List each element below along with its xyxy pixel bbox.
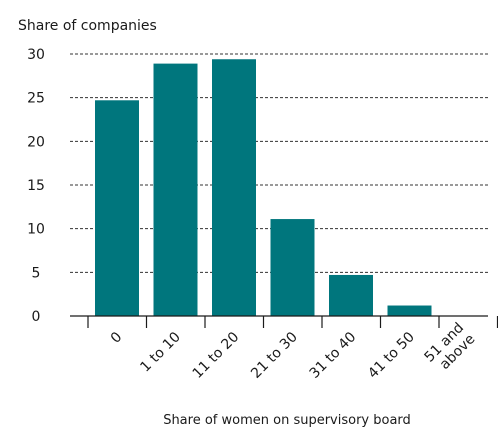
y-tick-labels: 0 5 10 15 20 25 30	[27, 47, 45, 325]
x-tick-label: 11 to 20	[190, 329, 243, 382]
y-tick-label: 25	[27, 91, 45, 107]
y-tick-label: 0	[32, 309, 41, 325]
y-tick-label: 5	[32, 265, 41, 281]
x-tick-label-text: 1 to 10	[137, 329, 183, 375]
axes	[70, 315, 498, 328]
x-tick-label: 1 to 10	[137, 329, 183, 375]
x-tick-label-text: 21 to 30	[248, 329, 301, 382]
x-tick-label: 0	[108, 329, 126, 347]
y-axis-label: Share of companies	[18, 18, 157, 34]
x-tick-label: 21 to 30	[248, 329, 301, 382]
y-tick-label: 30	[27, 47, 45, 63]
x-tick-label-text: 41 to 50	[365, 329, 418, 382]
x-tick-labels: 0 1 to 10 11 to 20 21 to 30 31 to 40 41 to 50…	[108, 320, 479, 382]
bar	[270, 219, 315, 316]
bar	[153, 63, 198, 317]
y-tick-label: 10	[27, 222, 45, 238]
x-tick-label-text: 11 to 20	[190, 329, 243, 382]
x-tick-label: 31 to 40	[307, 329, 360, 382]
bar	[212, 59, 256, 317]
x-tick-label-text: 0	[108, 329, 126, 347]
y-tick-label: 20	[27, 134, 45, 150]
x-tick-label: 41 to 50	[365, 329, 418, 382]
bar	[95, 100, 139, 316]
x-tick-label-text: 31 to 40	[307, 329, 360, 382]
y-tick-label: 15	[27, 178, 45, 194]
x-axis-label: Share of women on supervisory board	[163, 413, 411, 428]
bar	[329, 274, 373, 316]
bars	[95, 59, 432, 317]
bar	[387, 305, 432, 316]
